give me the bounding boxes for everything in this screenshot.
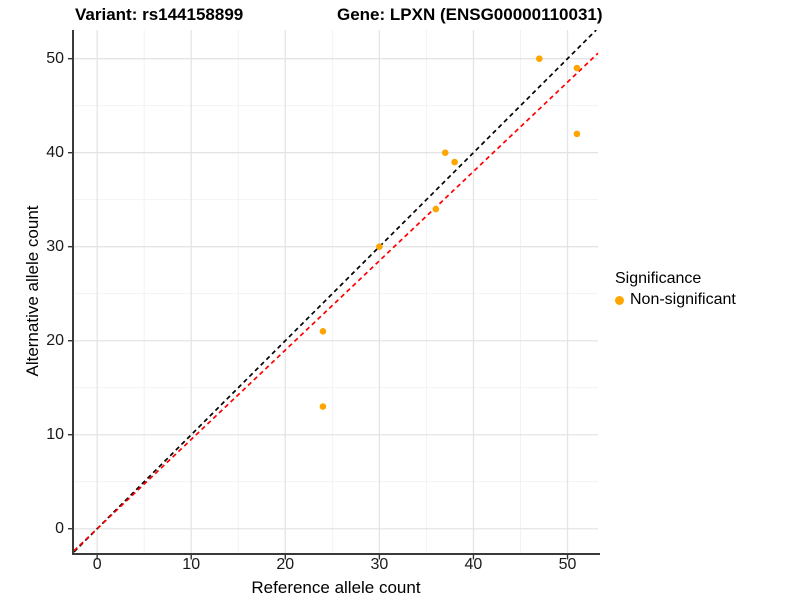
legend: Significance Non-significant: [615, 270, 736, 309]
y-axis-title: Alternative allele count: [23, 205, 42, 377]
data-point: [376, 243, 383, 251]
y-tick-label: 50: [46, 49, 64, 67]
data-point: [319, 403, 327, 410]
y-tick-label: 40: [46, 143, 64, 161]
x-tick-label: 10: [182, 556, 201, 573]
x-axis-title: Reference allele count: [251, 578, 421, 597]
data-point: [535, 55, 543, 62]
y-axis-line: [72, 30, 74, 555]
x-tick-label: 20: [276, 556, 295, 573]
legend-item-label: Non-significant: [630, 291, 736, 308]
data-point: [441, 149, 449, 156]
legend-title: Significance: [615, 270, 702, 287]
y-tick-label: 20: [46, 331, 64, 349]
legend-point-icon: [615, 295, 624, 305]
plot-panel-canvas: [68, 30, 599, 560]
y-tick-label: 10: [46, 425, 64, 443]
x-tick-label: 30: [370, 556, 389, 573]
data-point: [451, 158, 458, 166]
data-point: [432, 205, 440, 213]
reference-line-identity: [73, 30, 597, 553]
data-point: [573, 64, 581, 72]
y-tick-label: 30: [46, 237, 64, 255]
x-tick-label: 0: [92, 556, 102, 573]
x-tick-label: 40: [464, 556, 483, 573]
data-point: [573, 130, 581, 138]
plot-title-gene: Gene: LPXN (ENSG00000110031): [337, 5, 603, 24]
reference-line-fit: [73, 52, 599, 552]
x-axis-line: [72, 553, 600, 555]
y-tick-label: 0: [55, 519, 64, 537]
x-tick-label: 50: [558, 556, 577, 573]
data-point: [319, 328, 327, 335]
legend-item-non-significant: Non-significant: [615, 291, 736, 309]
plot-title-variant: Variant: rs144158899: [75, 5, 244, 24]
